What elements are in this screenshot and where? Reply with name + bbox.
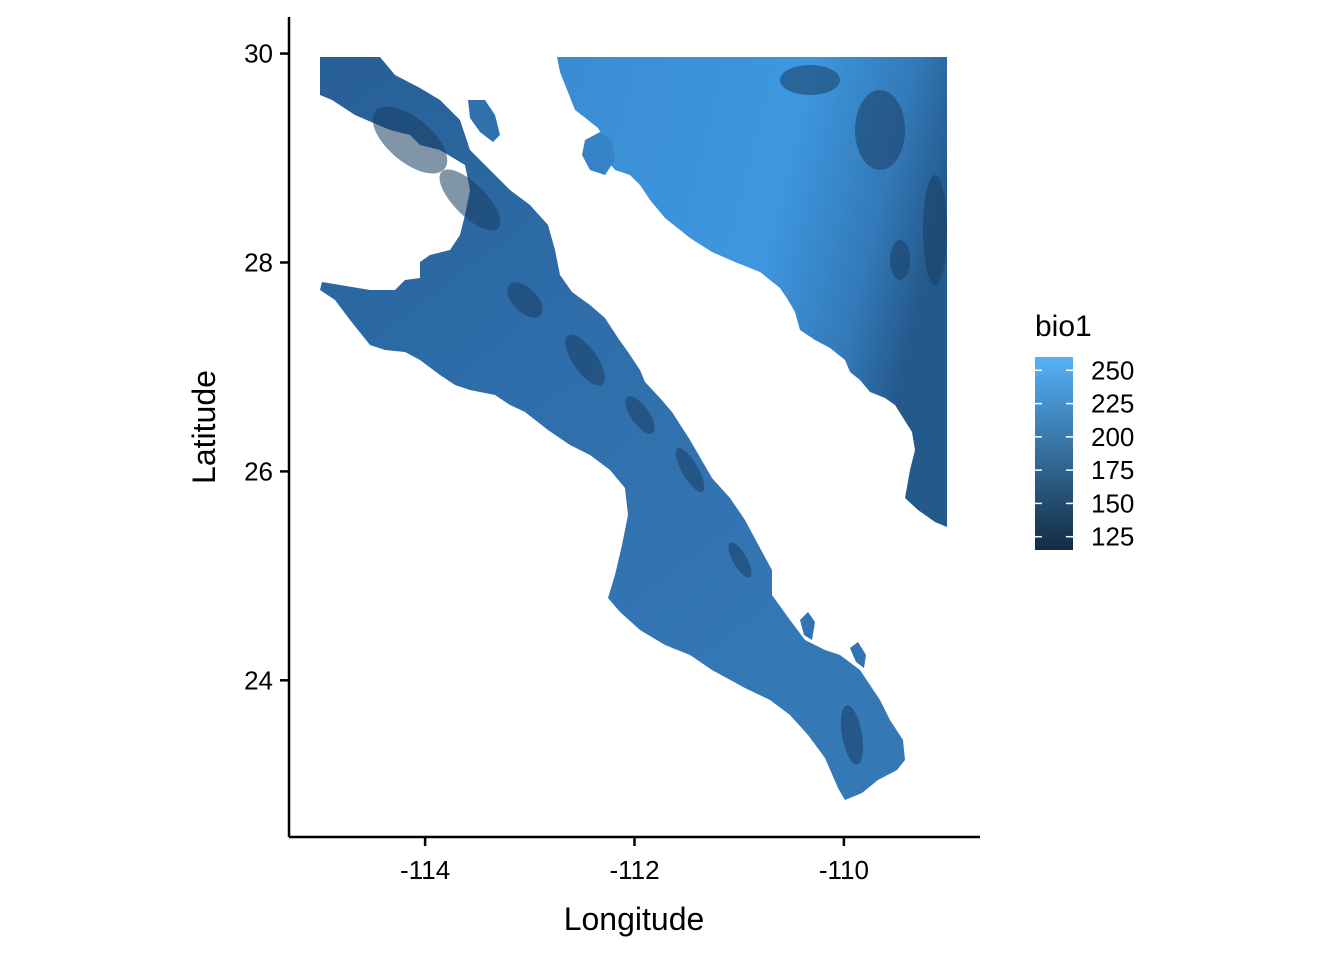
terrain-shading	[372, 65, 947, 765]
x-tick-label: -112	[609, 855, 659, 885]
y-tick-label: 30	[244, 39, 273, 69]
x-axis-title: Longitude	[564, 901, 705, 937]
raster-layer	[320, 57, 947, 800]
y-tick-label: 26	[244, 456, 273, 486]
island-cerralvo	[850, 642, 866, 668]
mainland-sonora	[557, 57, 947, 527]
legend-label: 125	[1091, 522, 1134, 552]
legend-colorbar	[1035, 357, 1073, 550]
island-san-jose	[800, 612, 815, 640]
axes: -114 -112 -110 30 28 26 24 Longitude Latitude	[186, 17, 980, 937]
island-angel-guarda	[468, 100, 500, 142]
legend-label: 250	[1091, 355, 1134, 385]
legend-label: 175	[1091, 455, 1134, 485]
y-axis-title: Latitude	[186, 370, 222, 484]
island-tiburon	[582, 132, 615, 175]
legend-label: 150	[1091, 488, 1134, 518]
legend-label: 225	[1091, 389, 1134, 419]
y-axis-ticks: 30 28 26 24	[244, 39, 289, 695]
x-tick-label: -114	[400, 855, 450, 885]
y-tick-label: 24	[244, 665, 273, 695]
legend-title: bio1	[1035, 310, 1092, 343]
baja-peninsula	[320, 57, 905, 800]
y-tick-label: 28	[244, 247, 273, 277]
legend-label: 200	[1091, 422, 1134, 452]
x-tick-label: -110	[819, 855, 869, 885]
x-axis-ticks: -114 -112 -110	[400, 837, 869, 885]
